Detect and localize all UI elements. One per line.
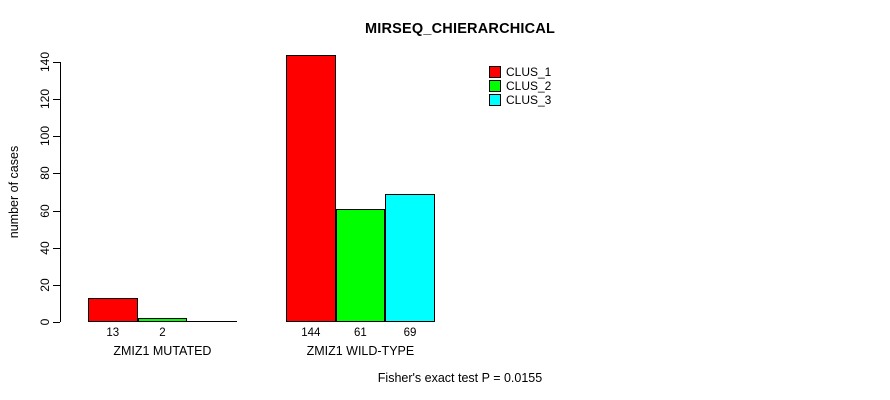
annotation-text: Fisher's exact test P = 0.0155 bbox=[377, 371, 543, 385]
y-tick bbox=[52, 284, 60, 286]
y-tick bbox=[52, 136, 60, 138]
y-tick bbox=[52, 210, 60, 212]
bar bbox=[335, 209, 386, 322]
y-tick bbox=[52, 62, 60, 63]
y-tick-label: 100 bbox=[37, 126, 52, 147]
y-tick bbox=[52, 322, 60, 323]
y-tick-label: 0 bbox=[37, 318, 52, 326]
legend-item: CLUS_1 bbox=[489, 66, 551, 78]
y-tick-label: 80 bbox=[37, 166, 52, 181]
bar-value-label: 2 bbox=[159, 327, 166, 339]
legend-item: CLUS_3 bbox=[489, 94, 551, 106]
x-category-label: ZMIZ1 WILD-TYPE bbox=[306, 344, 415, 358]
legend-swatch bbox=[489, 80, 501, 92]
chart-title: MIRSEQ_CHIERARCHICAL bbox=[364, 21, 556, 37]
bar-value-label: 69 bbox=[403, 327, 417, 339]
legend: CLUS_1 CLUS_2 CLUS_3 bbox=[489, 66, 551, 106]
legend-label: CLUS_3 bbox=[506, 93, 552, 107]
y-tick-label: 60 bbox=[37, 203, 52, 218]
legend-item: CLUS_2 bbox=[489, 80, 551, 92]
bar bbox=[187, 321, 237, 322]
x-category-label: ZMIZ1 MUTATED bbox=[113, 344, 212, 358]
y-tick-label: 40 bbox=[37, 241, 52, 255]
bar bbox=[385, 194, 435, 322]
bar bbox=[286, 55, 336, 322]
y-axis-line bbox=[59, 62, 61, 322]
bar bbox=[88, 298, 138, 322]
legend-label: CLUS_2 bbox=[506, 79, 552, 93]
bar-value-label: 61 bbox=[353, 327, 367, 339]
legend-swatch bbox=[489, 94, 501, 106]
legend-swatch bbox=[489, 66, 501, 78]
y-tick bbox=[52, 99, 60, 101]
bar bbox=[137, 318, 188, 322]
y-tick bbox=[52, 173, 60, 175]
y-tick-label: 140 bbox=[37, 51, 52, 73]
legend-label: CLUS_1 bbox=[506, 65, 552, 79]
bar-value-label: 13 bbox=[106, 327, 120, 339]
y-tick-label: 120 bbox=[37, 89, 52, 110]
y-tick-label: 20 bbox=[37, 278, 52, 292]
y-tick bbox=[52, 247, 60, 249]
bar-value-label: 144 bbox=[301, 327, 321, 339]
